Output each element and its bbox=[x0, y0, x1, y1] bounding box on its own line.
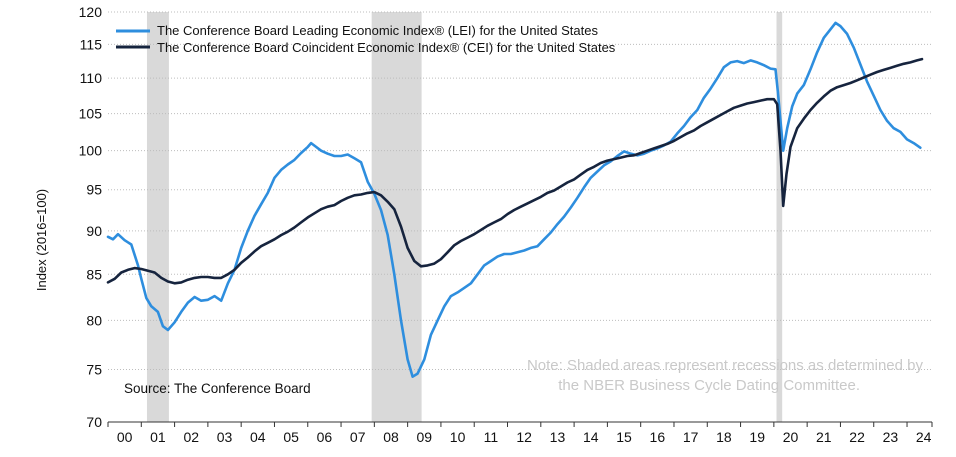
gridlines bbox=[108, 11, 932, 371]
series-line-cei bbox=[106, 57, 924, 285]
x-tick-label-18: 18 bbox=[716, 429, 732, 445]
legend-label-cei: The Conference Board Coincident Economic… bbox=[157, 40, 616, 55]
x-tick-label-19: 19 bbox=[749, 429, 765, 445]
x-tick-label-09: 09 bbox=[416, 429, 432, 445]
y-tick-label-75: 75 bbox=[86, 362, 102, 378]
x-tick-label-11: 11 bbox=[484, 429, 499, 445]
y-tick-label-70: 70 bbox=[86, 414, 102, 430]
x-tick-label-10: 10 bbox=[450, 429, 466, 445]
x-tick-label-00: 00 bbox=[117, 429, 133, 445]
x-tick-label-21: 21 bbox=[816, 429, 832, 445]
y-tick-label-85: 85 bbox=[86, 266, 102, 282]
x-tick-label-01: 01 bbox=[150, 429, 166, 445]
axes: 70 75 80 85 90 95 100 105 110 115 120 00 01 02 03 04 05 0… bbox=[79, 4, 933, 445]
y-tick-label-110: 110 bbox=[80, 70, 103, 86]
x-tick-label-12: 12 bbox=[516, 429, 532, 445]
x-tick-label-06: 06 bbox=[317, 429, 333, 445]
recession-note-line1: Note: Shaded areas represent recessions … bbox=[527, 357, 924, 374]
y-tick-label-90: 90 bbox=[86, 223, 102, 239]
x-tick-label-15: 15 bbox=[616, 429, 632, 445]
x-tick-label-02: 02 bbox=[183, 429, 199, 445]
y-tick-label-80: 80 bbox=[86, 312, 102, 328]
y-tick-label-105: 105 bbox=[79, 106, 103, 122]
recession-band-1 bbox=[146, 12, 169, 422]
x-tick-label-07: 07 bbox=[350, 429, 366, 445]
recession-note-line2: the NBER Business Cycle Dating Committee… bbox=[558, 377, 860, 394]
y-axis-label: Index (2016=100) bbox=[34, 189, 49, 291]
y-tick-label-115: 115 bbox=[80, 36, 103, 52]
x-tick-label-08: 08 bbox=[383, 429, 399, 445]
series-lines bbox=[106, 21, 924, 378]
x-tick-label-20: 20 bbox=[783, 429, 799, 445]
x-tick-label-14: 14 bbox=[583, 429, 599, 445]
x-tick-label-13: 13 bbox=[550, 429, 566, 445]
y-tick-label-120: 120 bbox=[79, 4, 103, 20]
x-tick-label-17: 17 bbox=[683, 429, 699, 445]
x-tick-label-23: 23 bbox=[883, 429, 899, 445]
x-tick-label-03: 03 bbox=[217, 429, 233, 445]
x-tick-label-05: 05 bbox=[283, 429, 299, 445]
y-tick-label-100: 100 bbox=[79, 143, 103, 159]
legend: The Conference Board Leading Economic In… bbox=[116, 23, 616, 55]
source-note: Source: The Conference Board bbox=[124, 381, 311, 396]
y-tick-label-95: 95 bbox=[86, 182, 102, 198]
x-tick-label-24: 24 bbox=[916, 429, 932, 445]
x-tick-label-04: 04 bbox=[250, 429, 266, 445]
recession-band-3 bbox=[776, 12, 783, 422]
series-line-lei bbox=[106, 21, 922, 378]
x-tick-label-16: 16 bbox=[650, 429, 666, 445]
x-tick-label-22: 22 bbox=[849, 429, 865, 445]
legend-label-lei: The Conference Board Leading Economic In… bbox=[157, 23, 598, 38]
